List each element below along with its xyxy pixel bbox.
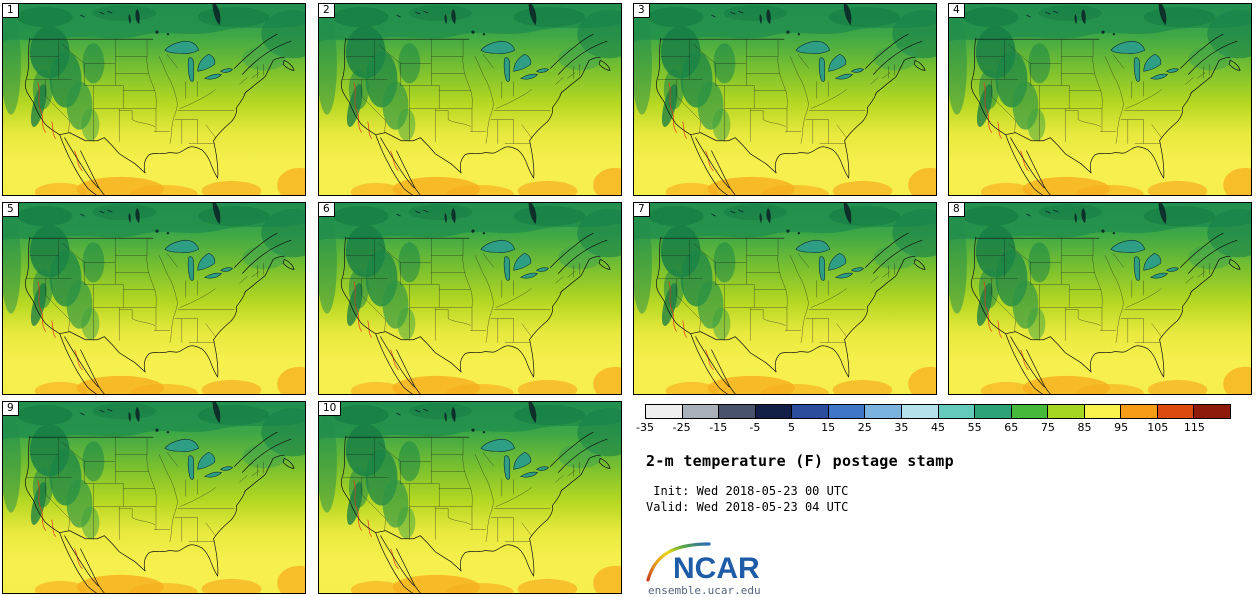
temperature-map [949, 203, 1251, 394]
colorbar-cell [719, 405, 756, 418]
colorbar-tick-label: 25 [857, 421, 872, 434]
colorbar-cell [1194, 405, 1230, 418]
valid-time-text: Valid: Wed 2018-05-23 04 UTC [646, 500, 849, 514]
ncar-logo: NCAR [645, 540, 805, 585]
ensemble-member-panel: 3 [633, 3, 937, 196]
colorbar-cell [1048, 405, 1085, 418]
member-number-label: 2 [318, 3, 335, 18]
temperature-map [319, 402, 621, 593]
colorbar-cell [755, 405, 793, 418]
member-number-label: 5 [2, 202, 19, 217]
colorbar-tick-label: -15 [709, 421, 728, 434]
ensemble-member-panel: 4 [948, 3, 1252, 196]
ensemble-member-panel: 6 [318, 202, 622, 395]
colorbar-cell [1121, 405, 1158, 418]
colorbar-tick-label: 5 [788, 421, 795, 434]
ensemble-member-panel: 2 [318, 3, 622, 196]
colorbar-cell [1011, 405, 1049, 418]
colorbar-cell [1157, 405, 1195, 418]
member-number-label: 1 [2, 3, 19, 18]
colorbar-tick-label: 105 [1147, 421, 1169, 434]
temperature-map [949, 4, 1251, 195]
colorbar-cell [828, 405, 866, 418]
colorbar-tick-label: 85 [1077, 421, 1092, 434]
colorbar-cell [792, 405, 829, 418]
colorbar-tick-label: 75 [1040, 421, 1055, 434]
site-url-text: ensemble.ucar.edu [648, 584, 761, 597]
member-number-label: 9 [2, 401, 19, 416]
ensemble-member-panel: 8 [948, 202, 1252, 395]
init-time-text: Init: Wed 2018-05-23 00 UTC [646, 484, 849, 498]
member-number-label: 10 [318, 401, 342, 416]
temperature-map [3, 402, 305, 593]
ensemble-member-panel: 9 [2, 401, 306, 594]
colorbar-cell [938, 405, 976, 418]
temperature-map [634, 4, 936, 195]
colorbar-cell [1084, 405, 1122, 418]
member-number-label: 6 [318, 202, 335, 217]
member-number-label: 3 [633, 3, 650, 18]
colorbar-tick-label: 95 [1114, 421, 1129, 434]
ensemble-member-panel: 7 [633, 202, 937, 395]
colorbar-tick-label: -25 [672, 421, 691, 434]
colorbar-cell [865, 405, 902, 418]
colorbar-tick-label: 55 [967, 421, 982, 434]
temperature-map [634, 203, 936, 394]
colorbar-cell [682, 405, 720, 418]
ensemble-member-panel: 5 [2, 202, 306, 395]
colorbar-tick-label: 15 [821, 421, 836, 434]
colorbar-ticks: -35 -25 -15 -5 5 15 25 35 45 55 65 75 85 95 105 115 [636, 421, 1231, 435]
colorbar-cell [901, 405, 939, 418]
colorbar-tick-label: 35 [894, 421, 909, 434]
colorbar-tick-label: 65 [1004, 421, 1019, 434]
colorbar [645, 404, 1231, 419]
colorbar-tick-label: -5 [749, 421, 761, 434]
colorbar-tick-label: 45 [931, 421, 945, 434]
temperature-map [3, 4, 305, 195]
temperature-map [319, 203, 621, 394]
ncar-logo-text: NCAR [673, 552, 760, 584]
member-number-label: 4 [948, 3, 965, 18]
colorbar-tick-label: 115 [1183, 421, 1205, 434]
ensemble-member-panel: 1 [2, 3, 306, 196]
temperature-map [3, 203, 305, 394]
colorbar-cell [646, 405, 683, 418]
member-number-label: 8 [948, 202, 965, 217]
ncar-logo-graphic: NCAR [646, 542, 760, 585]
colorbar-tick-label: -35 [636, 421, 654, 434]
member-number-label: 7 [633, 202, 650, 217]
colorbar-cell [975, 405, 1012, 418]
ncar-arc-icon [646, 542, 711, 582]
product-title: 2-m temperature (F) postage stamp [646, 452, 954, 470]
temperature-map [319, 4, 621, 195]
ensemble-member-panel: 10 [318, 401, 622, 594]
